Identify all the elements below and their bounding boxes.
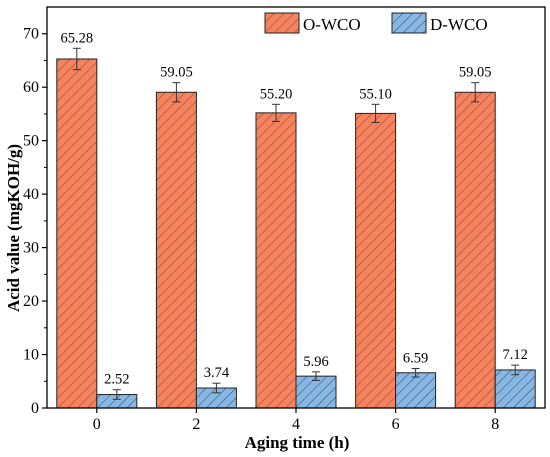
y-tick-label: 60 bbox=[23, 79, 39, 96]
x-tick-label: 4 bbox=[292, 416, 300, 433]
plot-frame bbox=[46, 6, 546, 409]
y-tick-label: 70 bbox=[23, 26, 39, 43]
data-label: 7.12 bbox=[503, 347, 528, 363]
data-label: 65.28 bbox=[60, 30, 93, 46]
bar-d-wco-4 bbox=[295, 375, 337, 409]
data-label: 59.05 bbox=[160, 65, 193, 81]
x-tick-label: 0 bbox=[93, 416, 101, 433]
y-tick-label: 40 bbox=[23, 186, 39, 203]
y-tick-label: 50 bbox=[23, 133, 39, 150]
y-tick-label: 30 bbox=[23, 240, 39, 257]
data-label: 55.20 bbox=[260, 86, 293, 102]
legend-label-d-wco: D-WCO bbox=[430, 15, 488, 34]
data-label: 3.74 bbox=[204, 365, 230, 381]
bar-o-wco-6 bbox=[355, 112, 397, 409]
bar-o-wco-2 bbox=[155, 91, 197, 409]
data-label: 2.52 bbox=[104, 372, 129, 388]
legend-swatch-o-wco bbox=[264, 12, 300, 34]
bar-d-wco-8 bbox=[494, 369, 536, 409]
y-tick-label: 10 bbox=[23, 347, 39, 364]
x-axis-title: Aging time (h) bbox=[245, 433, 350, 452]
x-tick-label: 6 bbox=[392, 416, 400, 433]
y-tick-label: 0 bbox=[31, 400, 39, 417]
bar-o-wco-8 bbox=[454, 91, 496, 409]
data-label: 6.59 bbox=[403, 350, 428, 366]
data-label: 5.96 bbox=[303, 354, 328, 370]
y-tick-label: 20 bbox=[23, 293, 39, 310]
data-label: 55.10 bbox=[359, 86, 392, 102]
x-tick-label: 8 bbox=[491, 416, 499, 433]
legend: O-WCO D-WCO bbox=[264, 12, 488, 34]
legend-label-o-wco: O-WCO bbox=[303, 15, 361, 34]
bar-o-wco-4 bbox=[255, 112, 297, 409]
bar-o-wco-0 bbox=[56, 58, 98, 409]
x-tick-label: 2 bbox=[192, 416, 200, 433]
y-axis-title: Acid value (mgKOH/g) bbox=[4, 144, 23, 312]
data-label: 59.05 bbox=[459, 65, 492, 81]
bar-d-wco-6 bbox=[395, 372, 437, 409]
legend-swatch-d-wco bbox=[391, 12, 427, 34]
